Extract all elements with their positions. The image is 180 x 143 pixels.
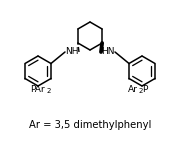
Text: HN: HN [101, 47, 115, 56]
Text: 2: 2 [47, 88, 51, 94]
Text: NH: NH [65, 47, 79, 56]
Text: Ar: Ar [128, 85, 138, 94]
Text: 2: 2 [139, 88, 143, 94]
Text: P: P [142, 85, 148, 94]
Text: PAr: PAr [30, 85, 44, 94]
Text: Ar = 3,5 dimethylphenyl: Ar = 3,5 dimethylphenyl [29, 120, 151, 130]
